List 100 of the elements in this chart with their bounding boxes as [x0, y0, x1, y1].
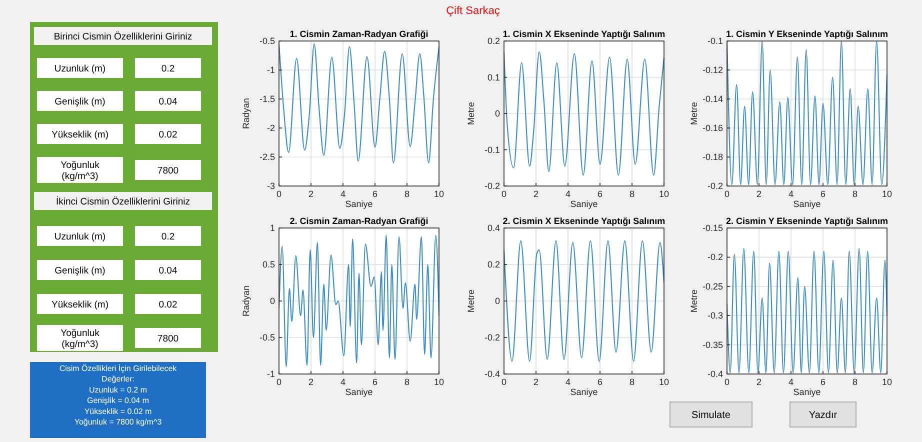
y-tick-label: 0 [494, 108, 500, 118]
y-tick-label: -0.14 [702, 94, 723, 104]
x-tick-label: 6 [372, 189, 378, 199]
line-series [726, 248, 888, 374]
chart-title: 2. Cismin Zaman-Radyan Grafiği [290, 216, 428, 226]
line-series [278, 43, 440, 164]
text: 7800 [157, 334, 179, 344]
x-tick-label: 6 [597, 189, 603, 199]
y-axis-title: Metre [689, 289, 699, 313]
text: Uzunluk (m) [54, 64, 106, 74]
chart-title: 1. Cismin Y Ekseninde Yaptığı Salınım [726, 29, 888, 39]
y-tick-label: 0.4 [487, 223, 500, 233]
chart-title: 2. Cismin Y Ekseninde Yaptığı Salınım [726, 216, 888, 226]
y-axis-title: Metre [689, 102, 699, 126]
y-axis-title: Radyan [241, 285, 251, 317]
x-tick-label: 4 [340, 189, 346, 199]
line-series [503, 240, 665, 362]
x-tick-label: 2 [756, 189, 762, 199]
text: Genişlik (m) [54, 96, 106, 108]
x-tick-label: 2 [756, 377, 762, 387]
y-tick-label: -3 [266, 181, 275, 191]
y-tick-label: -2 [266, 123, 275, 133]
text: Yoğunluk (kg/m^3) [60, 160, 100, 182]
x-tick-label: 0 [276, 377, 282, 387]
y-tick-label: -0.18 [702, 152, 723, 162]
text: Simulate [692, 410, 731, 421]
x-tick-label: 4 [565, 377, 571, 387]
y-tick-label: -0.5 [259, 36, 275, 46]
y-tick-label: -0.2 [707, 181, 723, 191]
text: Yoğunluk = 7800 kg/m^3 [74, 418, 162, 426]
y-tick-label: -0.15 [702, 223, 723, 233]
x-tick-label: 0 [501, 189, 507, 199]
x-tick-label: 2 [308, 189, 314, 199]
text: 0.04 [158, 96, 178, 108]
y-tick-label: 0.1 [487, 72, 500, 82]
y-tick-label: -0.12 [702, 65, 723, 75]
y-tick-label: 1 [270, 223, 275, 233]
text: Yükseklik (m) [51, 300, 109, 310]
y-tick-label: 0.5 [262, 260, 275, 270]
chart-title: 2. Cismin X Ekseninde Yaptığı Salınım [502, 216, 666, 226]
y-axis-title: Metre [466, 289, 476, 313]
y-tick-label: -2.5 [259, 152, 275, 162]
y-tick-label: -0.2 [707, 252, 723, 262]
text: 7800 [157, 166, 179, 176]
x-tick-label: 10 [658, 377, 670, 387]
text: 0.2 [161, 64, 175, 74]
y-tick-label: -0.2 [484, 181, 500, 191]
y-tick-label: 0 [494, 296, 500, 306]
chart-title: 1. Cismin Zaman-Radyan Grafiği [290, 29, 428, 39]
x-tick-label: 4 [788, 377, 794, 387]
x-tick-label: 6 [372, 377, 378, 387]
text: Uzunluk (m) [54, 232, 106, 242]
x-tick-label: 10 [434, 189, 444, 199]
y-tick-label: -0.2 [484, 332, 500, 342]
x-tick-label: 6 [820, 377, 826, 387]
x-axis-title: Saniye [793, 387, 821, 397]
x-tick-label: 2 [533, 189, 539, 199]
x-tick-label: 6 [820, 189, 826, 199]
y-tick-label: -0.4 [484, 369, 500, 379]
y-axis-title: Radyan [241, 98, 251, 130]
x-tick-label: 10 [658, 189, 670, 199]
y-tick-label: 0.2 [487, 36, 500, 46]
x-tick-label: 8 [629, 377, 635, 387]
y-tick-label: -0.35 [702, 340, 723, 350]
text: Cisim Özellikleri İçin Girilebilecek [59, 364, 178, 373]
x-axis-title: Saniye [570, 387, 598, 397]
x-tick-label: 10 [882, 377, 892, 387]
text: Değerler: [102, 374, 134, 384]
y-tick-label: -1 [266, 369, 275, 379]
x-tick-label: 4 [788, 189, 794, 199]
text: Yükseklik = 0.02 m [84, 406, 152, 416]
text: Yoğunluk (kg/m^3) [60, 328, 100, 350]
text: 0.02 [158, 130, 178, 140]
y-tick-label: -0.25 [702, 281, 723, 292]
line-series [278, 234, 440, 368]
x-tick-label: 6 [597, 377, 603, 387]
x-tick-label: 4 [565, 189, 571, 199]
x-axis-title: Saniye [793, 199, 821, 209]
x-axis-title: Saniye [570, 199, 598, 209]
text: 0.04 [158, 266, 178, 276]
x-tick-label: 8 [852, 377, 858, 387]
x-tick-label: 8 [629, 189, 635, 199]
x-axis-title: Saniye [345, 387, 373, 397]
y-tick-label: -0.4 [707, 369, 723, 379]
y-tick-label: -0.16 [702, 123, 723, 133]
x-tick-label: 8 [852, 189, 858, 199]
chart-title: 1. Cismin X Ekseninde Yaptığı Salınım [502, 29, 666, 39]
text: 0.02 [158, 300, 178, 310]
x-tick-label: 10 [882, 189, 892, 199]
text: Uzunluk = 0.2 m [88, 385, 148, 394]
text: Yazdır [808, 410, 838, 421]
y-tick-label: -1 [266, 65, 275, 75]
text: 0.2 [161, 232, 175, 242]
y-tick-label: -0.1 [707, 36, 723, 46]
x-tick-label: 10 [434, 377, 444, 387]
x-tick-label: 8 [404, 189, 410, 199]
x-tick-label: 0 [724, 377, 730, 387]
y-tick-label: -0.5 [259, 332, 275, 342]
text: Genişlik = 0.04 m [86, 396, 150, 406]
text: Genişlik (m) [54, 266, 106, 276]
